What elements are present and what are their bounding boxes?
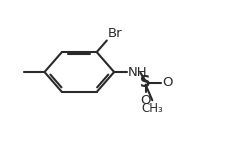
Text: S: S — [140, 75, 150, 90]
Text: O: O — [162, 76, 172, 89]
Text: CH₃: CH₃ — [141, 102, 162, 115]
Text: Br: Br — [107, 27, 122, 40]
Text: O: O — [140, 94, 150, 107]
Text: NH: NH — [128, 66, 147, 79]
